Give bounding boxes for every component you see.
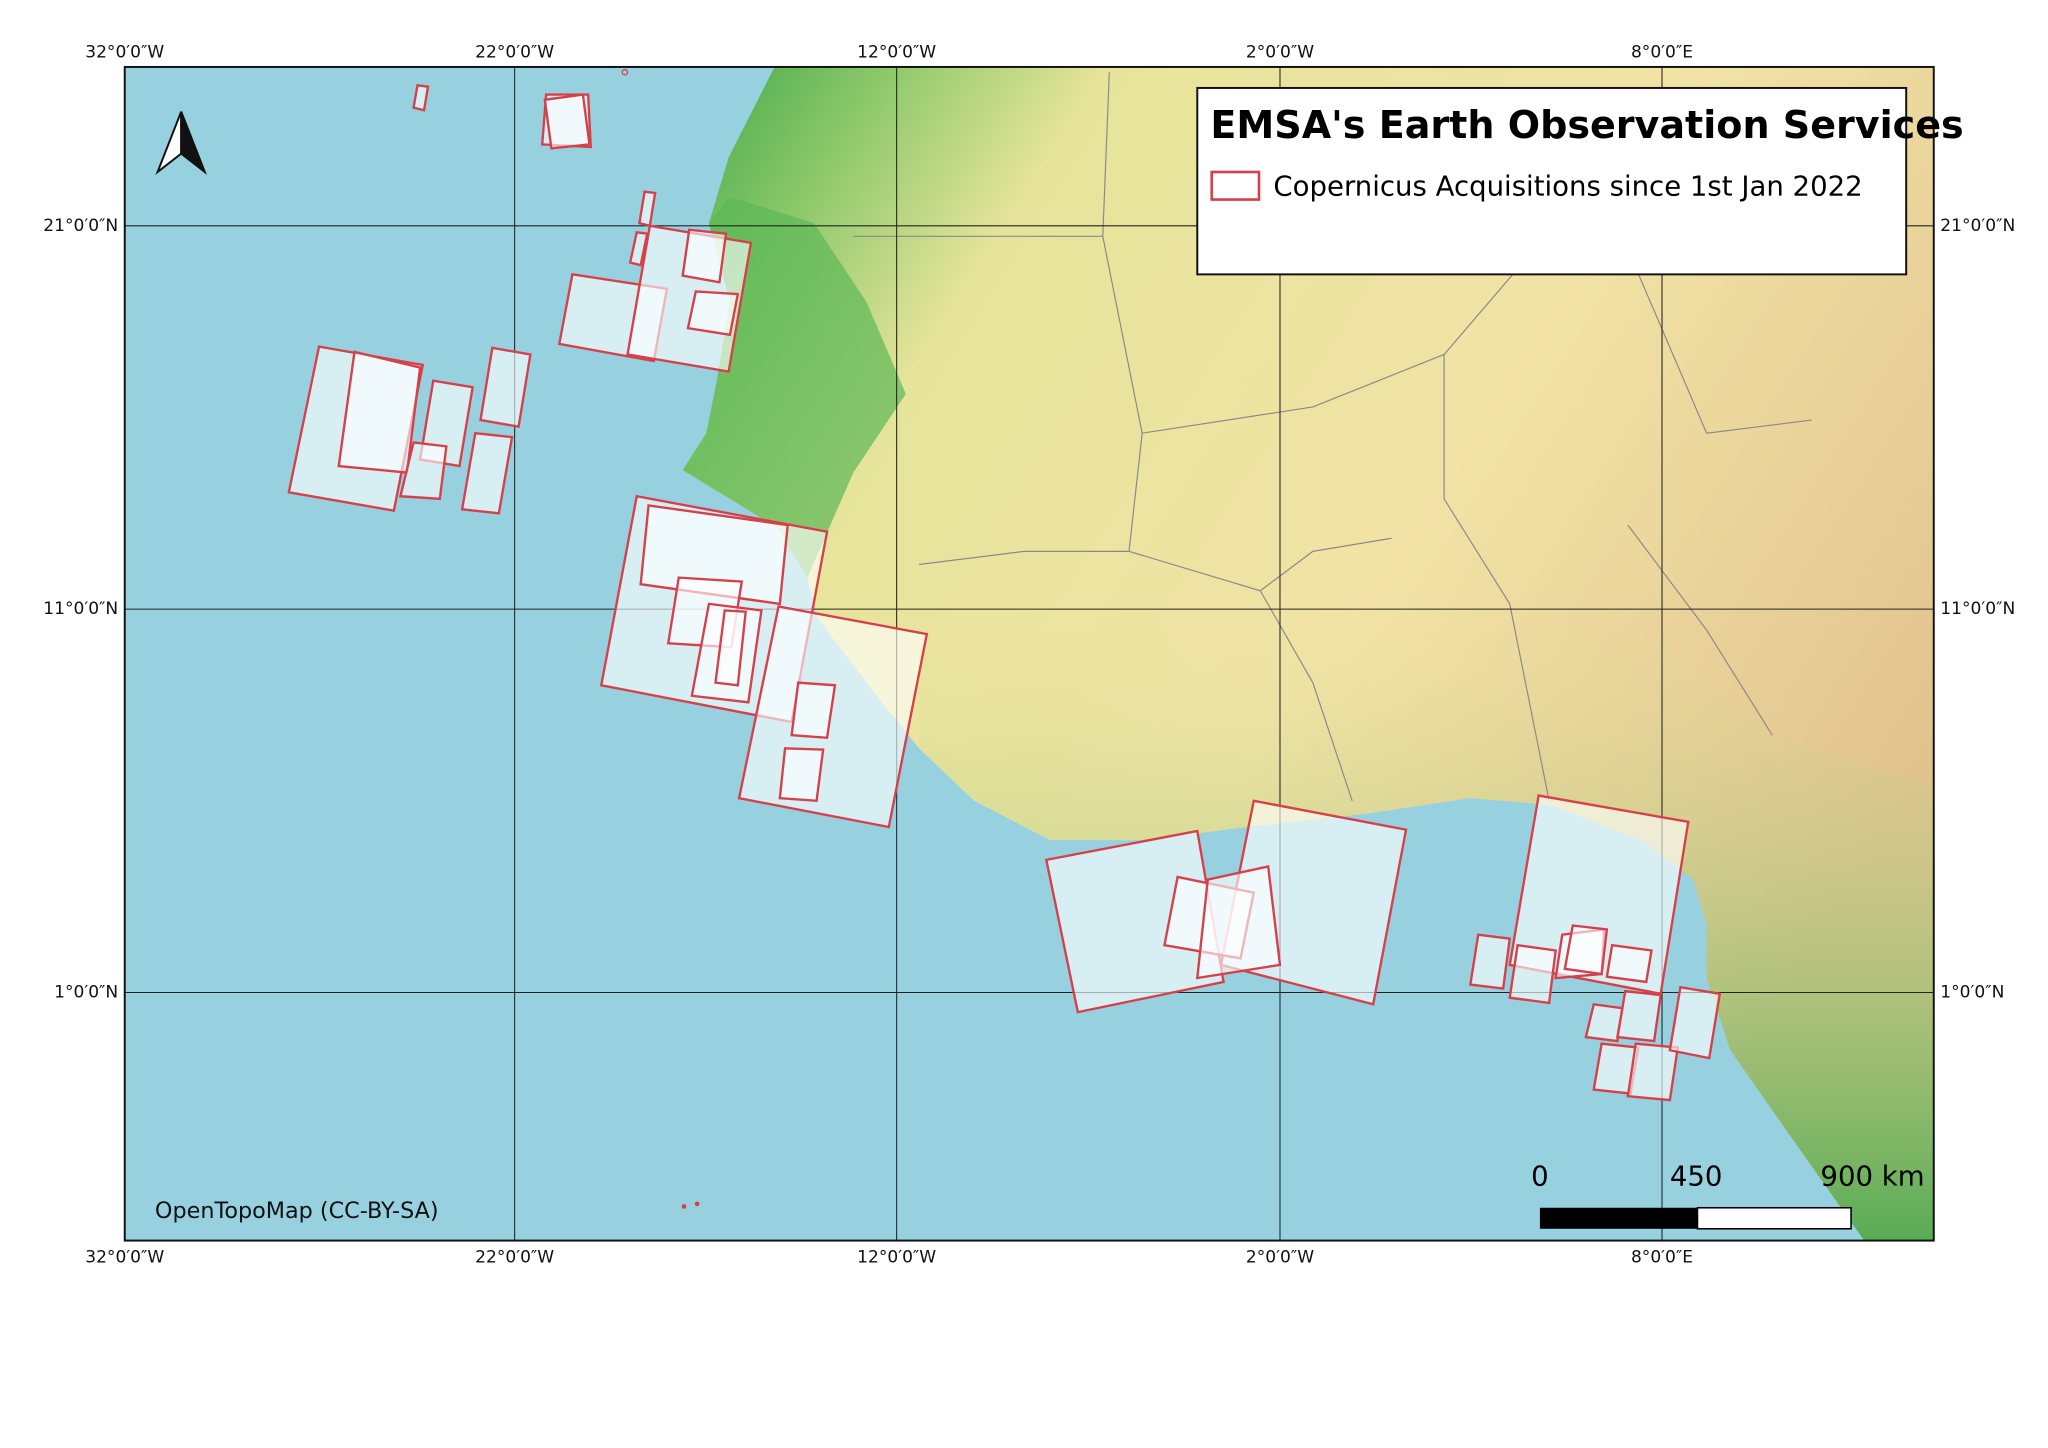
footprints bbox=[287, 68, 1722, 1209]
lat-label: 21°0′0″N bbox=[43, 216, 118, 236]
graticule-labels: 32°0′0″W 32°0′0″W 22°0′0″W 22°0′0″W 12°0′0″W… bbox=[43, 43, 2015, 1268]
attribution: OpenTopoMap (CC-BY-SA) bbox=[155, 1198, 439, 1224]
legend: EMSA's Earth Observation Services Copern… bbox=[1196, 86, 1964, 276]
lon-label: 12°0′0″W bbox=[857, 1248, 936, 1268]
footprint-dot bbox=[681, 1204, 687, 1209]
scale-label: 900 km bbox=[1820, 1161, 1924, 1193]
footprint-dot bbox=[621, 68, 629, 76]
lat-label: 1°0′0″N bbox=[1940, 982, 2004, 1002]
lon-label: 32°0′0″W bbox=[85, 43, 164, 63]
borders bbox=[853, 72, 1812, 801]
lon-label: 2°0′0″W bbox=[1246, 43, 1314, 63]
lon-label: 22°0′0″W bbox=[475, 1248, 554, 1268]
scale-label: 450 bbox=[1670, 1161, 1723, 1193]
legend-label: Copernicus Acquisitions since 1st Jan 20… bbox=[1273, 171, 1862, 203]
scale-bar-black bbox=[1539, 1207, 1698, 1229]
lon-label: 32°0′0″W bbox=[85, 1248, 164, 1268]
coastal-forest bbox=[918, 603, 1934, 1241]
scale-bar: 0 450 900 km bbox=[1531, 1161, 1925, 1230]
scale-label: 0 bbox=[1531, 1161, 1549, 1193]
scale-bar-white bbox=[1696, 1206, 1852, 1230]
legend-title: EMSA's Earth Observation Services bbox=[1210, 103, 1963, 147]
map-frame bbox=[123, 65, 1935, 1242]
lat-label: 11°0′0″N bbox=[1940, 599, 2015, 619]
lon-label: 22°0′0″W bbox=[475, 43, 554, 63]
legend-box bbox=[1196, 86, 1908, 276]
lon-label: 2°0′0″W bbox=[1246, 1248, 1314, 1268]
lat-label: 11°0′0″N bbox=[43, 599, 118, 619]
lat-label: 21°0′0″N bbox=[1940, 216, 2015, 236]
lon-label: 12°0′0″W bbox=[857, 43, 936, 63]
lon-label: 8°0′0″E bbox=[1631, 1248, 1693, 1268]
legend-swatch bbox=[1210, 170, 1261, 201]
footprint-dot bbox=[694, 1201, 700, 1207]
lat-label: 1°0′0″N bbox=[54, 982, 118, 1002]
lon-label: 8°0′0″E bbox=[1631, 43, 1693, 63]
north-arrow bbox=[155, 111, 208, 175]
